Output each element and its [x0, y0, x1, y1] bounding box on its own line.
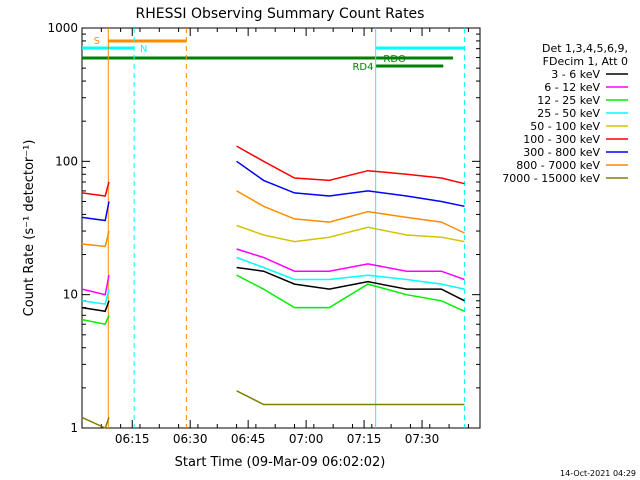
annotation-label: S — [94, 36, 100, 47]
x-axis-label: Start Time (09-Mar-09 06:02:02) — [175, 455, 386, 470]
y-tick-label: 10 — [63, 288, 78, 302]
legend-entry-label: 12 - 25 keV — [537, 94, 600, 107]
x-tick-label: 06:15 — [115, 432, 150, 446]
series-line — [236, 145, 465, 185]
series-line — [81, 416, 110, 430]
series-50-100-kev — [236, 224, 465, 243]
y-tick-label: 1 — [70, 421, 78, 435]
series-line — [81, 230, 110, 248]
y-tick-label: 1000 — [47, 21, 78, 35]
x-tick-label: 07:15 — [347, 432, 382, 446]
x-tick-label: 07:00 — [289, 432, 324, 446]
legend-entry-label: 7000 - 15000 keV — [502, 172, 600, 185]
annotation-label: RD4 — [352, 62, 373, 73]
x-tick-label: 06:30 — [173, 432, 208, 446]
series-300-800-kev — [81, 160, 465, 222]
series-line — [81, 300, 110, 313]
series-line — [236, 390, 465, 406]
legend-header: FDecim 1, Att 0 — [543, 55, 628, 68]
series-line — [236, 256, 465, 290]
legend: Det 1,3,4,5,6,9,FDecim 1, Att 03 - 6 keV… — [502, 42, 628, 185]
legend-header: Det 1,3,4,5,6,9, — [542, 42, 628, 55]
annotation-label: N — [140, 44, 147, 55]
legend-entry-label: 25 - 50 keV — [537, 107, 600, 120]
footer-timestamp: 14-Oct-2021 04:29 — [560, 469, 636, 478]
series-800-7000-kev — [81, 190, 465, 248]
y-tick-label: 100 — [55, 154, 78, 168]
legend-entry-label: 6 - 12 keV — [544, 81, 600, 94]
y-axis-label: Count Rate (s⁻¹ detector⁻¹) — [22, 140, 37, 317]
series-line — [81, 201, 110, 222]
series-6-12-kev — [81, 248, 465, 296]
x-tick-label: 07:30 — [405, 432, 440, 446]
legend-entry-label: 100 - 300 keV — [523, 133, 600, 146]
series-3-6-kev — [81, 266, 465, 313]
series-line — [81, 275, 110, 296]
series-line — [236, 248, 465, 281]
series-25-50-kev — [81, 256, 465, 305]
series-line — [81, 315, 110, 326]
series-line — [236, 274, 465, 312]
legend-entry-label: 3 - 6 keV — [551, 68, 600, 81]
series-line — [81, 181, 110, 197]
series-12-25-kev — [81, 274, 465, 326]
plot-area: 06:15 06:30 06:45 07:00 07:15 07:30 1 10 100 1000… — [47, 21, 481, 446]
chart-title: RHESSI Observing Summary Count Rates — [136, 6, 425, 22]
annotation-label: RDO — [383, 54, 406, 65]
x-tick-label: 06:45 — [231, 432, 266, 446]
series-7000-15000-kev — [81, 390, 465, 430]
series-line — [236, 160, 465, 208]
series-line — [81, 288, 110, 305]
legend-entry-label: 50 - 100 keV — [530, 120, 600, 133]
plot-frame — [81, 27, 481, 429]
series-line — [236, 224, 465, 243]
legend-entry-label: 800 - 7000 keV — [516, 159, 600, 172]
legend-entry-label: 300 - 800 keV — [523, 146, 600, 159]
series-line — [236, 190, 465, 234]
series-100-300-kev — [81, 145, 465, 197]
series-line — [236, 266, 465, 302]
